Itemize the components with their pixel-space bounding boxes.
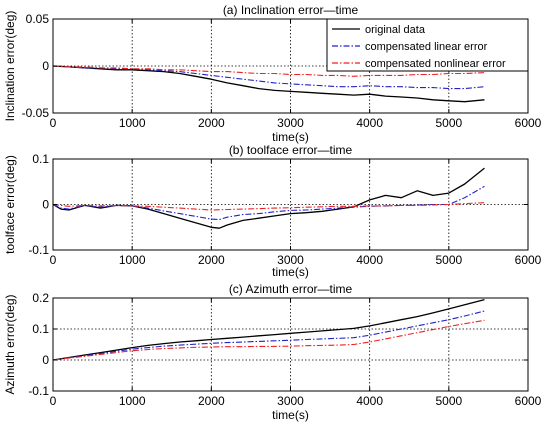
x-tick-label: 0 bbox=[50, 394, 57, 408]
legend-box bbox=[326, 18, 529, 72]
series-group bbox=[52, 65, 485, 103]
x-tick-label: 5000 bbox=[435, 116, 462, 130]
chart-title: (c) Azimuth error—time bbox=[229, 282, 353, 296]
y-axis-label: Azimuth error(deg) bbox=[3, 294, 17, 394]
y-tick-label: 0.2 bbox=[32, 291, 49, 305]
x-tick-label: 4000 bbox=[356, 116, 383, 130]
x-axis-label: time(s) bbox=[272, 130, 309, 144]
x-tick-label: 1000 bbox=[119, 116, 146, 130]
series-line-original-data bbox=[52, 298, 485, 361]
series-line-compensated-nonlinear-error bbox=[52, 319, 485, 361]
x-tick-label: 4000 bbox=[356, 394, 383, 408]
chart-panel-3: (c) Azimuth error—time 0 1000 2000 3000 4000 5… bbox=[3, 282, 542, 422]
series-group bbox=[52, 298, 485, 361]
x-tick-label: 1000 bbox=[119, 394, 146, 408]
x-tick-label: 1000 bbox=[119, 253, 146, 267]
x-axis-label: time(s) bbox=[272, 265, 309, 279]
y-tick-label: -0.05 bbox=[22, 106, 50, 120]
legend-entry-label: compensated linear error bbox=[365, 41, 488, 53]
x-tick-label: 6000 bbox=[515, 116, 542, 130]
y-tick-label: -0.1 bbox=[28, 384, 49, 398]
series-line-original-data bbox=[52, 65, 485, 103]
x-tick-label: 5000 bbox=[435, 394, 462, 408]
series-line-compensated-nonlinear-error bbox=[52, 202, 485, 211]
y-axis-label: Inclination error(deg) bbox=[3, 11, 17, 122]
series-line-compensated-linear-error bbox=[52, 310, 485, 361]
y-tick-label: 0.05 bbox=[26, 12, 50, 26]
chart-panel-1: (a) Inclination error—time 0 1000 2000 3000 4… bbox=[3, 3, 542, 144]
x-tick-label: 2000 bbox=[198, 116, 225, 130]
series-group bbox=[52, 167, 485, 229]
chart-title: (b) toolface error—time bbox=[229, 143, 353, 157]
chart-panel-2: (b) toolface error—time 0 1000 2000 3000 4000… bbox=[3, 143, 542, 279]
x-axis-label: time(s) bbox=[272, 408, 309, 422]
y-tick-label: -0.1 bbox=[28, 243, 49, 257]
x-tick-label: 3000 bbox=[277, 394, 304, 408]
y-tick-label: 0 bbox=[42, 353, 49, 367]
legend: original data compensated linear error com… bbox=[326, 18, 529, 72]
y-tick-label: 0 bbox=[42, 198, 49, 212]
series-line-compensated-nonlinear-error bbox=[52, 65, 485, 77]
x-tick-label: 0 bbox=[50, 116, 57, 130]
y-tick-label: 0.1 bbox=[32, 322, 49, 336]
x-tick-label: 2000 bbox=[198, 394, 225, 408]
x-tick-label: 6000 bbox=[515, 394, 542, 408]
series-line-original-data bbox=[52, 167, 485, 229]
x-tick-label: 2000 bbox=[198, 253, 225, 267]
x-tick-label: 3000 bbox=[277, 116, 304, 130]
x-tick-label: 3000 bbox=[277, 253, 304, 267]
y-tick-label: 0 bbox=[42, 59, 49, 73]
x-tick-label: 4000 bbox=[356, 253, 383, 267]
legend-entry-label: compensated nonlinear error bbox=[365, 58, 506, 70]
x-tick-label: 6000 bbox=[515, 253, 542, 267]
x-tick-label: 0 bbox=[50, 253, 57, 267]
y-axis-label: toolface error(deg) bbox=[3, 155, 17, 254]
y-tick-label: 0.1 bbox=[32, 152, 49, 166]
chart-title: (a) Inclination error—time bbox=[223, 3, 359, 17]
x-tick-label: 5000 bbox=[435, 253, 462, 267]
legend-entry-label: original data bbox=[365, 24, 426, 36]
